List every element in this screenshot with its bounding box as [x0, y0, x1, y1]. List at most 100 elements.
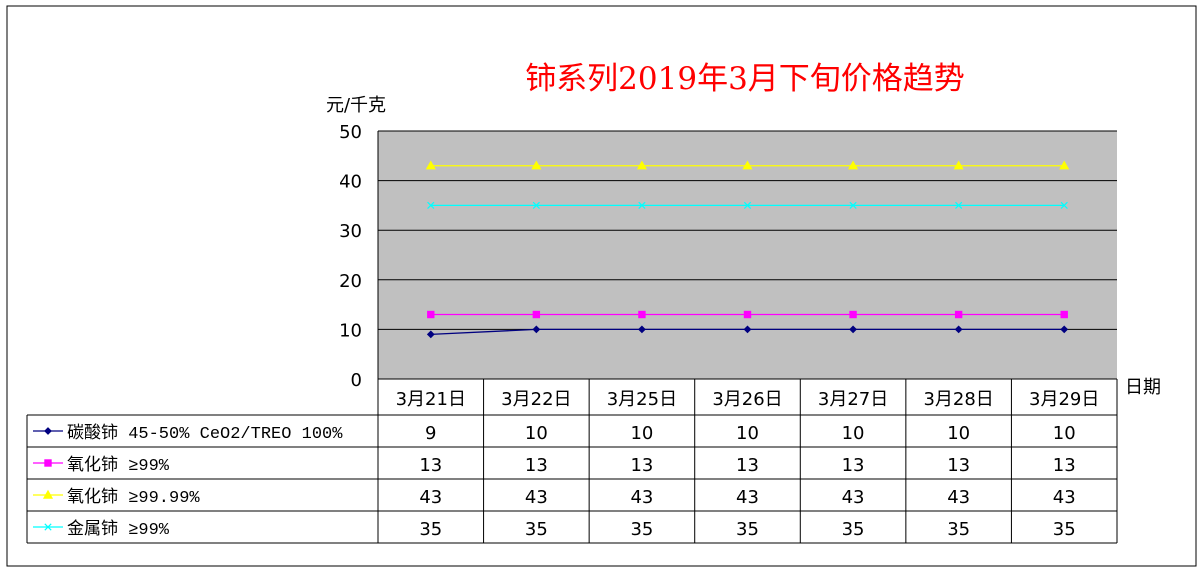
data-point: [44, 459, 52, 467]
y-tick-label: 50: [339, 122, 362, 143]
category-label: 3月28日: [923, 389, 993, 410]
table-value: 43: [736, 487, 759, 508]
data-point: [743, 201, 752, 210]
data-point: [427, 201, 435, 210]
category-label: 3月21日: [396, 389, 466, 410]
data-point: [44, 427, 52, 435]
data-point: [638, 325, 646, 334]
data-point: [532, 201, 540, 210]
data-point-stroke: [955, 201, 963, 210]
table-value: 35: [947, 519, 970, 540]
table-value: 13: [630, 455, 653, 476]
table-value: 35: [419, 519, 442, 540]
series-0: [426, 325, 1069, 339]
table-value: 43: [419, 487, 442, 508]
legend-cells: 碳酸铈 45-50% CeO2/TREO 100% 氧化铈 ≥99% 氧化铈 ≥99…: [33, 423, 343, 540]
data-point-stroke: [638, 201, 646, 210]
data-point: [742, 160, 753, 170]
legend-label: 碳酸铈 45-50% CeO2/TREO 100%: [67, 423, 343, 444]
series-3: [427, 201, 1068, 210]
table-value: 43: [947, 487, 970, 508]
data-point-stroke: [743, 201, 752, 210]
table-values: 9 10 10 10 10 10 10 13 13 13 13 13 13 13 43 43 43 43 43 43 4…: [419, 423, 1075, 540]
data-point: [44, 523, 52, 531]
y-tick-label: 30: [339, 221, 362, 242]
series-lines: [425, 160, 1070, 339]
legend-label: 氧化铈 ≥99%: [67, 455, 170, 476]
category-label: 3月26日: [712, 389, 782, 410]
legend-key-2: [33, 489, 63, 499]
y-tick-label: 10: [339, 320, 362, 341]
chart-title: 铈系列2019年3月下旬价格趋势: [525, 61, 965, 97]
table-value: 10: [630, 423, 653, 444]
data-point: [743, 325, 752, 334]
data-point: [1059, 160, 1070, 170]
data-point: [955, 201, 963, 210]
table-value: 13: [1053, 455, 1076, 476]
legend-label: 金属铈 ≥99%: [67, 519, 170, 540]
table-value: 43: [1053, 487, 1076, 508]
data-point-stroke: [849, 201, 857, 210]
table-value: 13: [736, 455, 759, 476]
data-point: [532, 325, 541, 334]
legend-label: 氧化铈 ≥99.99%: [67, 487, 200, 508]
legend-key-3: [33, 523, 63, 531]
y-tick-label: 40: [339, 172, 362, 193]
data-point-stroke: [532, 201, 540, 210]
table-value: 13: [525, 455, 548, 476]
data-point: [1060, 201, 1068, 210]
gridlines: [377, 130, 1117, 379]
y-tick-label: 0: [351, 370, 362, 391]
data-point: [743, 310, 752, 319]
data-point: [849, 325, 857, 334]
data-point: [849, 201, 857, 210]
data-table-grid: [26, 378, 1118, 544]
data-point: [954, 325, 963, 334]
data-point: [638, 201, 646, 210]
table-value: 35: [736, 519, 759, 540]
table-value: 43: [842, 487, 865, 508]
data-point: [954, 310, 963, 319]
data-point: [532, 310, 541, 319]
table-value: 43: [525, 487, 548, 508]
data-point: [1060, 325, 1069, 334]
series-1: [427, 310, 1068, 319]
table-value: 35: [1053, 519, 1076, 540]
legend-key-1: [33, 459, 63, 467]
category-label: 3月22日: [501, 389, 571, 410]
y-tick-labels: 0 10 20 30 40 50: [339, 122, 362, 391]
category-label: 3月29日: [1029, 389, 1099, 410]
data-point: [425, 160, 436, 170]
table-value: 10: [1053, 423, 1076, 444]
category-label: 3月27日: [818, 389, 888, 410]
data-point-stroke: [1060, 201, 1068, 210]
table-value: 43: [630, 487, 653, 508]
data-point-stroke: [427, 201, 435, 210]
table-value: 10: [525, 423, 548, 444]
table-value: 13: [842, 455, 865, 476]
series-2: [425, 160, 1070, 170]
data-point: [1060, 310, 1068, 319]
x-axis-label: 日期: [1125, 377, 1161, 398]
table-value: 10: [947, 423, 970, 444]
y-tick-label: 20: [339, 271, 362, 292]
y-axis-label: 元/千克: [326, 95, 386, 116]
table-value: 13: [947, 455, 970, 476]
table-value: 10: [842, 423, 865, 444]
table-value: 13: [419, 455, 442, 476]
data-point: [849, 310, 857, 319]
category-label: 3月25日: [607, 389, 677, 410]
plot-area: [378, 131, 1117, 379]
table-value: 35: [630, 519, 653, 540]
table-value: 35: [525, 519, 548, 540]
data-point: [848, 160, 859, 170]
data-point: [636, 160, 647, 170]
data-point: [427, 310, 435, 319]
table-value: 35: [842, 519, 865, 540]
data-point: [953, 160, 964, 170]
data-point: [531, 160, 542, 170]
data-point: [638, 310, 646, 319]
data-point: [426, 330, 435, 339]
category-labels: 3月21日 3月22日 3月25日 3月26日 3月27日 3月28日 3月29日: [396, 389, 1100, 410]
